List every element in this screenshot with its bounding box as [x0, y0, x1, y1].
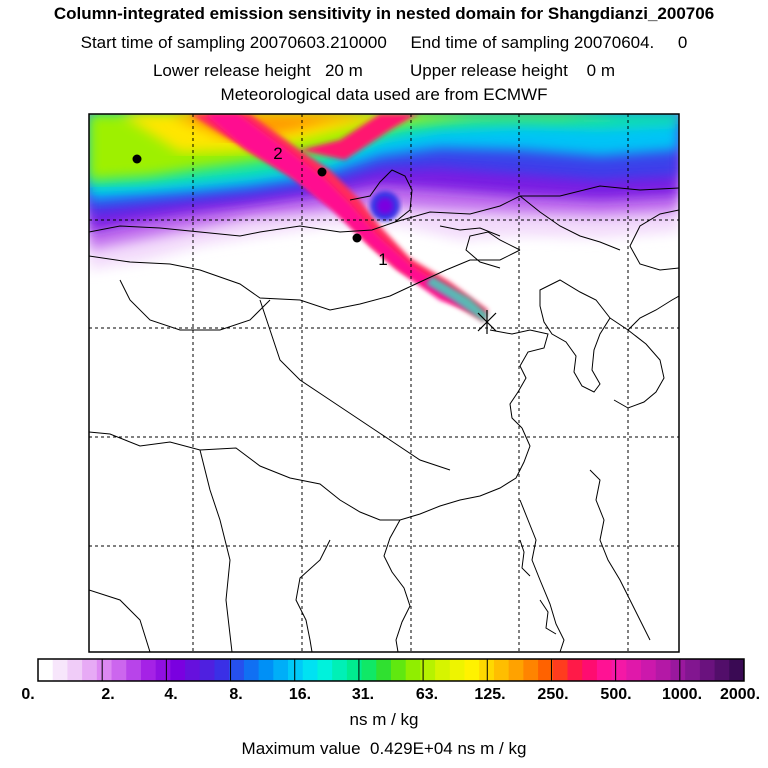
- colorbar-swatch: [655, 659, 671, 681]
- meteorology-source-line: Meteorological data used are from ECMWF: [220, 85, 548, 104]
- colorbar-swatch: [699, 659, 715, 681]
- colorbar-swatch: [361, 659, 377, 681]
- colorbar-tick-label: 8.: [229, 686, 243, 703]
- colorbar-swatch: [449, 659, 465, 681]
- colorbar-swatch: [243, 659, 260, 681]
- colorbar-swatch: [140, 659, 157, 681]
- colorbar-swatch: [435, 659, 451, 681]
- colorbar-swatch: [420, 659, 436, 681]
- coastlines: [89, 169, 679, 652]
- colorbar-units: ns m / kg: [349, 710, 419, 729]
- colorbar-swatch: [714, 659, 730, 681]
- colorbar-swatch: [258, 659, 274, 681]
- colorbar-swatch: [567, 659, 583, 681]
- colorbar-swatch: [170, 659, 186, 681]
- colorbar-swatch: [317, 659, 333, 681]
- emission-sensitivity-field: [89, 114, 679, 322]
- plot-title: Column-integrated emission sensitivity i…: [53, 4, 715, 23]
- maximum-value-text: Maximum value 0.429E+04 ns m / kg: [241, 739, 527, 758]
- marker-label-1: 1: [378, 250, 387, 269]
- colorbar-tick-label: 16.: [288, 686, 312, 703]
- colorbar-tick-label: 500.: [600, 686, 632, 703]
- colorbar-swatch: [641, 659, 657, 681]
- marker-label-2: 2: [273, 144, 282, 163]
- trajectory-point: [352, 233, 362, 243]
- colorbar-swatch: [214, 659, 230, 681]
- colorbar-swatch: [611, 659, 627, 681]
- colorbar-swatch: [332, 659, 348, 681]
- colorbar-tick-label: 0.: [21, 686, 35, 703]
- release-site-marker: [477, 310, 497, 334]
- colorbar-swatch: [493, 659, 510, 681]
- colorbar-swatch: [111, 659, 127, 681]
- colorbar-tick-label: 63.: [415, 686, 439, 703]
- colorbar-swatch: [126, 659, 142, 681]
- colorbar-swatch: [376, 659, 392, 681]
- colorbar-swatch: [538, 659, 554, 681]
- colorbar-tick-label: 125.: [474, 686, 506, 703]
- release-heights-line: Lower release height 20 m Upper release …: [152, 61, 616, 80]
- colorbar-swatch: [552, 659, 568, 681]
- colorbar-tick-label: 1000.: [661, 686, 703, 703]
- colorbar-swatch: [523, 659, 539, 681]
- colorbar-tick-label: 2000.: [719, 686, 761, 703]
- colorbar-swatch: [273, 659, 289, 681]
- trajectory-point: [317, 167, 327, 177]
- colorbar-swatch: [185, 659, 201, 681]
- colorbar-swatch: [199, 659, 215, 681]
- colorbar-swatch: [67, 659, 83, 681]
- colorbar-swatch: [582, 659, 598, 681]
- sampling-times-line: Start time of sampling 20070603.210000 E…: [80, 33, 688, 52]
- colorbar-swatch: [288, 659, 304, 681]
- graticule: [89, 114, 679, 652]
- colorbar-tick-label: 31.: [351, 686, 375, 703]
- colorbar: [37, 658, 745, 682]
- trajectory-point: [132, 154, 142, 164]
- colorbar-swatch: [405, 659, 421, 681]
- colorbar-swatch: [391, 659, 407, 681]
- colorbar-tick-label: 250.: [537, 686, 569, 703]
- colorbar-tick-label: 2.: [101, 686, 115, 703]
- colorbar-swatch: [38, 659, 54, 681]
- colorbar-swatch: [229, 659, 245, 681]
- colorbar-swatch: [346, 659, 362, 681]
- map-frame-content: [89, 114, 679, 652]
- colorbar-swatch: [302, 659, 318, 681]
- colorbar-swatch: [82, 659, 98, 681]
- colorbar-swatch: [508, 659, 524, 681]
- colorbar-swatch: [596, 659, 613, 681]
- colorbar-swatch: [96, 659, 112, 681]
- colorbar-swatch: [464, 659, 480, 681]
- colorbar-swatch: [626, 659, 642, 681]
- colorbar-swatch: [155, 659, 171, 681]
- colorbar-swatch: [729, 659, 745, 681]
- map-frame: [88, 113, 680, 653]
- colorbar-swatch: [685, 659, 701, 681]
- colorbar-swatch: [670, 659, 686, 681]
- colorbar-tick-label: 4.: [164, 686, 178, 703]
- colorbar-border: [37, 658, 745, 682]
- colorbar-swatch: [52, 659, 68, 681]
